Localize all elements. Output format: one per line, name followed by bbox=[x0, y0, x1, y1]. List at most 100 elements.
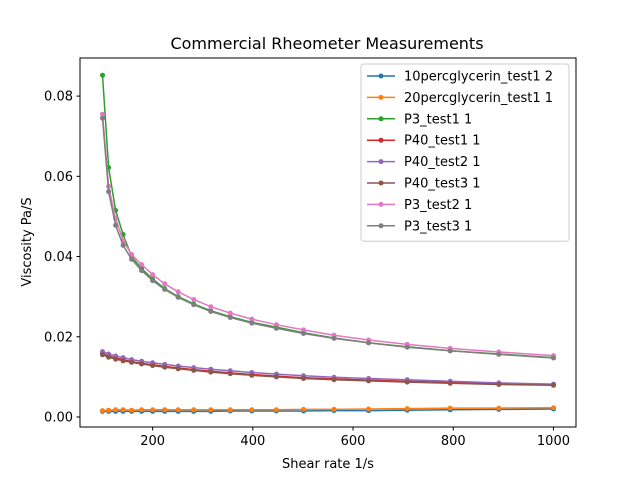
data-point bbox=[447, 380, 453, 386]
data-point bbox=[106, 189, 112, 195]
series-line bbox=[102, 354, 554, 387]
legend-label: P3_test2 1 bbox=[404, 198, 472, 213]
data-point bbox=[106, 407, 112, 413]
data-point bbox=[496, 382, 502, 387]
legend-item: P40_test3 1 bbox=[367, 177, 481, 192]
x-tick-label: 200 bbox=[140, 434, 165, 449]
data-point bbox=[150, 363, 156, 369]
data-point bbox=[191, 297, 197, 302]
data-point bbox=[273, 374, 279, 380]
data-point bbox=[249, 372, 255, 378]
data-point bbox=[129, 256, 135, 262]
data-point bbox=[208, 407, 214, 413]
axes-frame bbox=[79, 57, 577, 428]
data-point bbox=[551, 405, 556, 411]
data-point bbox=[120, 358, 126, 364]
data-point bbox=[100, 111, 105, 117]
data-point bbox=[139, 262, 145, 268]
data-point bbox=[191, 367, 197, 373]
data-point bbox=[208, 304, 214, 310]
data-point bbox=[150, 407, 156, 413]
series-5 bbox=[100, 352, 556, 388]
legend-item: P3_test2 1 bbox=[367, 198, 472, 213]
data-point bbox=[273, 325, 279, 331]
data-point bbox=[100, 352, 105, 358]
y-axis-title: Viscosity Pa/S bbox=[20, 197, 35, 286]
data-point bbox=[249, 316, 255, 322]
data-point bbox=[447, 405, 453, 411]
data-point bbox=[496, 351, 502, 357]
data-point bbox=[551, 355, 556, 361]
legend-item: P40_test2 1 bbox=[367, 155, 481, 170]
legend-marker bbox=[378, 73, 384, 79]
data-point bbox=[175, 294, 181, 300]
series-1 bbox=[100, 405, 556, 414]
data-point bbox=[175, 407, 181, 413]
legend-marker bbox=[378, 159, 384, 165]
legend-marker bbox=[378, 94, 384, 100]
data-point bbox=[208, 309, 214, 314]
legend-marker bbox=[378, 223, 384, 229]
data-point bbox=[301, 331, 306, 336]
data-point bbox=[331, 377, 337, 383]
data-point bbox=[249, 320, 255, 326]
data-point bbox=[120, 407, 126, 413]
y-tick-label: 0.08 bbox=[44, 90, 73, 105]
y-tick-label: 0.06 bbox=[44, 170, 73, 185]
data-point bbox=[162, 364, 168, 370]
legend-item: P3_test3 1 bbox=[367, 219, 472, 234]
data-point bbox=[113, 222, 119, 228]
legend-item: 10percglycerin_test1 2 bbox=[367, 70, 553, 85]
data-point bbox=[301, 406, 306, 412]
chart-title: Commercial Rheometer Measurements bbox=[170, 34, 483, 53]
data-point bbox=[366, 378, 372, 384]
legend-item: P3_test1 1 bbox=[367, 112, 472, 127]
data-point bbox=[113, 356, 119, 362]
data-point bbox=[139, 407, 145, 413]
legend-marker bbox=[378, 137, 384, 143]
data-point bbox=[227, 310, 233, 316]
legend-marker bbox=[378, 201, 384, 207]
plot-area bbox=[100, 72, 556, 414]
data-point bbox=[551, 382, 556, 388]
data-point bbox=[162, 286, 168, 292]
data-point bbox=[227, 315, 233, 320]
data-point bbox=[129, 359, 135, 365]
legend-item: P40_test1 1 bbox=[367, 134, 481, 149]
data-point bbox=[366, 406, 372, 412]
data-point bbox=[447, 348, 453, 354]
legend-frame bbox=[360, 63, 570, 242]
data-point bbox=[162, 407, 168, 413]
y-tick-label: 0.00 bbox=[44, 410, 73, 425]
data-point bbox=[100, 72, 105, 78]
data-point bbox=[273, 322, 279, 328]
data-point bbox=[139, 268, 145, 274]
data-point bbox=[100, 408, 105, 414]
data-point bbox=[162, 281, 168, 287]
legend-label: P40_test3 1 bbox=[404, 177, 481, 192]
data-point bbox=[227, 407, 233, 413]
data-point bbox=[208, 369, 214, 375]
data-point bbox=[404, 344, 410, 350]
legend-label: P3_test3 1 bbox=[404, 219, 472, 234]
data-point bbox=[301, 376, 306, 381]
series-6 bbox=[100, 111, 556, 359]
x-tick-label: 600 bbox=[341, 434, 366, 449]
legend-label: P40_test1 1 bbox=[404, 134, 481, 149]
data-point bbox=[404, 406, 410, 412]
data-point bbox=[150, 272, 156, 278]
data-point bbox=[139, 361, 145, 367]
data-point bbox=[191, 302, 197, 308]
y-tick-label: 0.04 bbox=[44, 250, 73, 265]
data-point bbox=[106, 354, 112, 360]
data-point bbox=[404, 379, 410, 385]
legend-marker bbox=[378, 116, 384, 122]
series-7 bbox=[100, 115, 556, 361]
legend-label: P40_test2 1 bbox=[404, 155, 481, 170]
legend-label: 20percglycerin_test1 1 bbox=[404, 91, 553, 106]
x-tick-label: 1000 bbox=[537, 434, 570, 449]
data-point bbox=[150, 278, 156, 284]
x-axis-title: Shear rate 1/s bbox=[282, 457, 374, 472]
x-tick-label: 800 bbox=[441, 434, 466, 449]
